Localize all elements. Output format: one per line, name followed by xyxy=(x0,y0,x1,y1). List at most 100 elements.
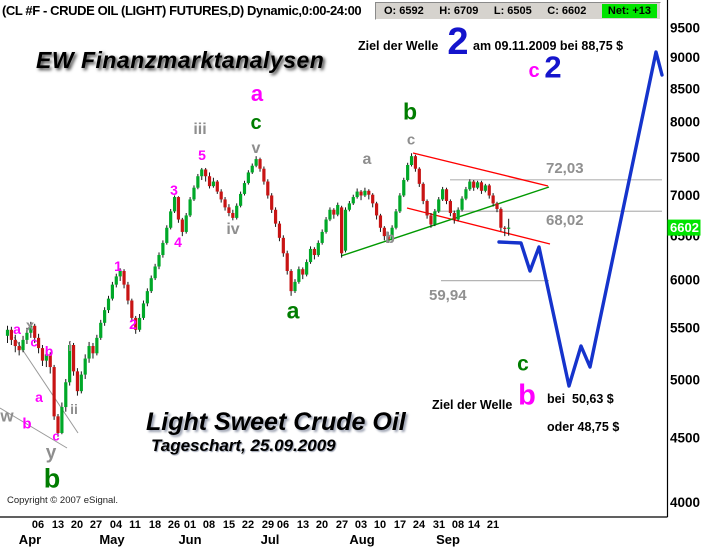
wave-label: c xyxy=(30,334,38,350)
candlestick xyxy=(192,187,196,200)
candlestick xyxy=(130,300,134,318)
candlestick xyxy=(371,194,375,204)
candlestick xyxy=(145,291,149,304)
quote-field: O: 6592 xyxy=(384,5,424,17)
target-bottom-price1: bei 50,63 $ xyxy=(547,392,614,406)
candlestick xyxy=(79,374,83,392)
wave-label: 2 xyxy=(129,316,137,332)
date-tick-label: 21 xyxy=(486,519,500,531)
candlestick xyxy=(495,203,499,209)
target-top-prefix: Ziel der Welle xyxy=(358,39,439,53)
candlestick xyxy=(161,242,165,256)
date-tick-label: 11 xyxy=(129,519,141,531)
quote-field: H: 6709 xyxy=(439,5,479,17)
quote-field: L: 6505 xyxy=(493,5,532,17)
candlestick xyxy=(9,329,13,340)
candlestick xyxy=(417,168,421,184)
candlestick xyxy=(312,248,317,256)
candlestick xyxy=(336,204,340,215)
wave-label: b xyxy=(44,343,54,359)
candlestick xyxy=(215,181,219,192)
price-level-label: 72,03 xyxy=(546,160,584,177)
candlestick xyxy=(172,197,177,212)
month-label: Jun xyxy=(178,532,202,547)
date-tick-label: 06 xyxy=(276,519,290,531)
candlestick xyxy=(122,270,126,285)
date-tick-label: 22 xyxy=(241,519,255,531)
candlestick xyxy=(390,227,394,240)
candlestick xyxy=(472,181,476,188)
candlestick xyxy=(114,276,118,285)
candlestick xyxy=(207,176,212,187)
month-label: Aug xyxy=(349,532,375,547)
candlestick xyxy=(254,159,258,166)
candlestick-series xyxy=(5,153,511,437)
price-tick-label: 4500 xyxy=(670,430,700,445)
quote-bar: O: 6592 H: 6709 L: 6505 C: 6602 Net: +13 xyxy=(375,2,661,20)
candlestick xyxy=(456,209,460,220)
candlestick xyxy=(56,416,60,434)
candlestick xyxy=(52,367,56,417)
month-label: May xyxy=(99,532,125,547)
price-tick-label: 9000 xyxy=(670,50,700,65)
wave-label: a xyxy=(35,389,43,405)
candlestick xyxy=(36,337,41,349)
candlestick xyxy=(382,227,386,237)
date-tick-label: 01 xyxy=(183,519,197,531)
candlestick xyxy=(507,227,511,229)
candlestick xyxy=(332,209,336,215)
candlestick xyxy=(324,219,328,232)
candlestick xyxy=(13,339,17,347)
channel-trendline xyxy=(0,407,68,449)
candlestick xyxy=(200,169,204,177)
candlestick xyxy=(359,191,363,196)
candlestick xyxy=(25,332,29,340)
candlestick xyxy=(409,156,414,165)
wave-label: c xyxy=(250,112,262,134)
candlestick xyxy=(425,200,429,216)
date-tick-label: 18 xyxy=(148,519,162,531)
forecast-projection-line xyxy=(497,50,664,388)
date-tick-label: 08 xyxy=(451,519,465,531)
candlestick xyxy=(99,322,103,338)
price-tick-label: 7000 xyxy=(670,188,700,203)
price-tick-label: 7500 xyxy=(670,150,700,165)
wave-label: y xyxy=(45,442,57,464)
candlestick xyxy=(91,346,95,354)
candlestick xyxy=(398,195,402,212)
date-tick-label: 13 xyxy=(296,519,310,531)
candlestick xyxy=(406,164,410,181)
last-price-marker xyxy=(667,219,701,236)
wave-label: iv xyxy=(226,221,240,238)
candlestick xyxy=(5,329,10,336)
candlestick xyxy=(60,407,64,434)
candlestick xyxy=(378,215,383,228)
candlestick xyxy=(421,183,425,201)
wave-label: a xyxy=(362,151,372,168)
green-trendline xyxy=(340,186,550,257)
wave-label: 5 xyxy=(198,147,206,163)
chart-subtitle: Tageschart, 25.09.2009 xyxy=(151,436,336,455)
date-tick-label: 20 xyxy=(315,519,329,531)
chart-title: Light Sweet Crude Oil xyxy=(146,408,406,436)
candlestick xyxy=(17,346,21,351)
date-tick-label: 17 xyxy=(393,519,407,531)
date-tick-label: 24 xyxy=(412,519,426,531)
candlestick xyxy=(48,354,52,368)
candlestick xyxy=(468,181,472,190)
wave-label: a xyxy=(13,321,21,337)
candlestick xyxy=(363,190,367,196)
wave-label: b xyxy=(518,379,536,412)
wave-label: 3 xyxy=(170,182,178,198)
candlestick xyxy=(188,199,192,216)
wave-label: b xyxy=(402,98,418,125)
candlestick xyxy=(33,325,37,338)
candlestick xyxy=(273,209,278,224)
candlestick xyxy=(165,227,169,243)
candlestick xyxy=(355,191,359,198)
candlestick xyxy=(137,317,142,330)
wave-label: w xyxy=(0,406,14,426)
candlestick xyxy=(464,189,468,199)
wave-label: 4 xyxy=(174,234,182,250)
